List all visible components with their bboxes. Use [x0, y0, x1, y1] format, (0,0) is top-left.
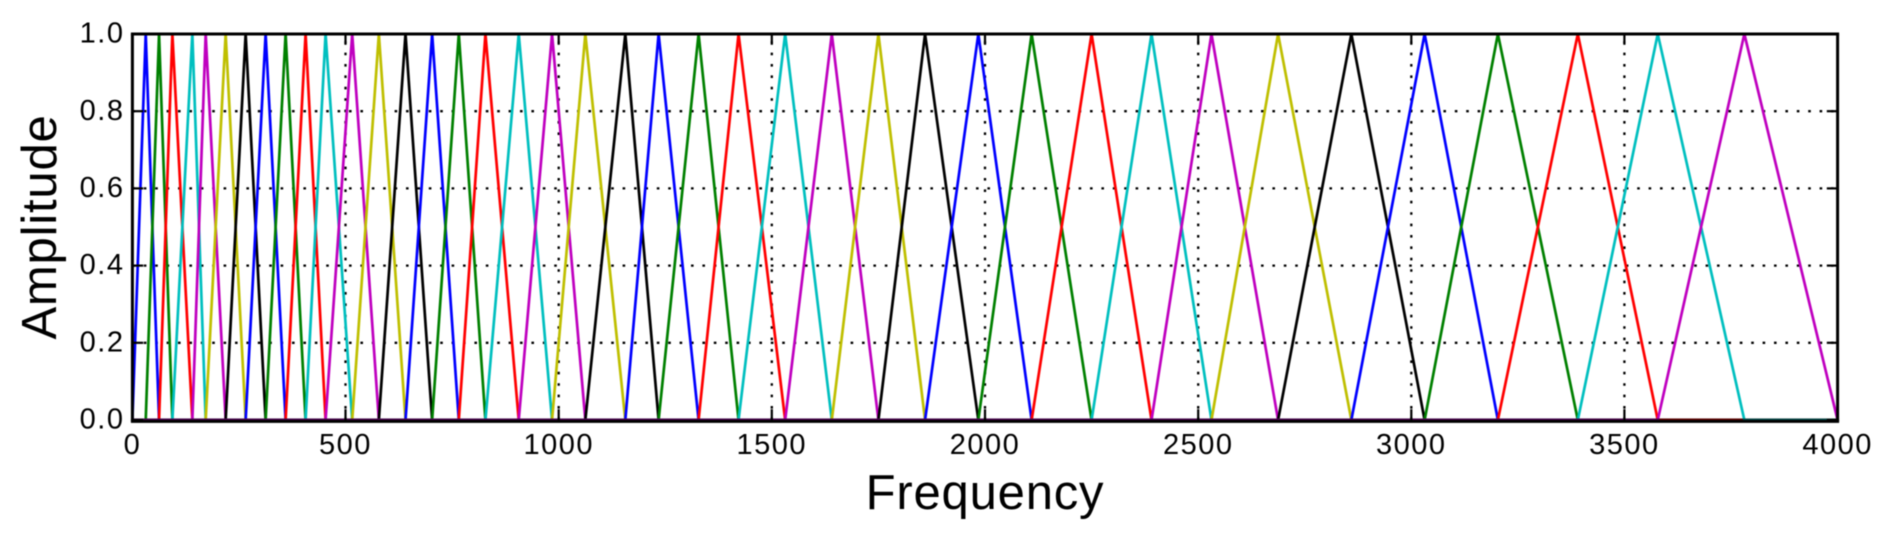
svg-text:Amplitude: Amplitude — [13, 114, 67, 339]
svg-text:Frequency: Frequency — [866, 466, 1105, 520]
svg-text:0.4: 0.4 — [80, 249, 125, 281]
svg-text:2500: 2500 — [1163, 429, 1234, 461]
svg-text:1000: 1000 — [523, 429, 594, 461]
svg-text:3000: 3000 — [1376, 429, 1447, 461]
svg-text:0.6: 0.6 — [80, 172, 125, 204]
svg-text:0.8: 0.8 — [80, 95, 125, 127]
svg-text:0.0: 0.0 — [80, 404, 125, 436]
svg-text:0: 0 — [124, 429, 142, 461]
svg-text:3500: 3500 — [1589, 429, 1660, 461]
svg-text:1.0: 1.0 — [80, 18, 125, 50]
svg-text:1500: 1500 — [737, 429, 808, 461]
svg-text:500: 500 — [319, 429, 372, 461]
svg-text:0.2: 0.2 — [80, 326, 125, 358]
svg-text:2000: 2000 — [950, 429, 1021, 461]
svg-text:4000: 4000 — [1802, 429, 1873, 461]
